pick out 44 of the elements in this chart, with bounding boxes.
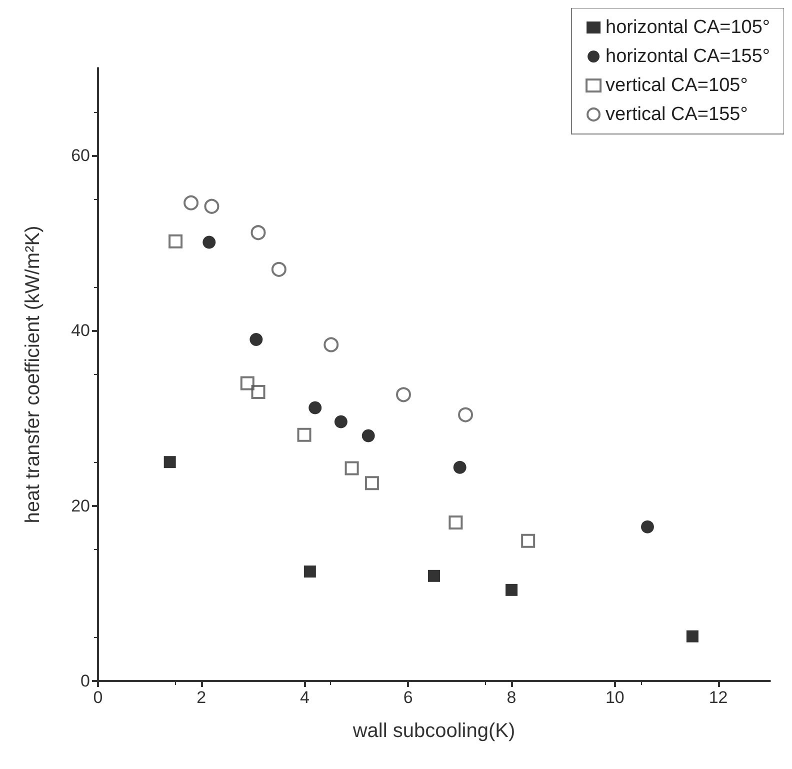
- point: [308, 401, 322, 414]
- point: [304, 566, 316, 578]
- y-tick-label: 40: [71, 321, 90, 340]
- point: [396, 387, 411, 402]
- point: [362, 429, 375, 442]
- y-axis-title: heat transfer coefficient (kW/m²K): [22, 226, 44, 524]
- y-tick-label: 60: [71, 146, 90, 166]
- point: [458, 407, 474, 422]
- legend-label: vertical CA=105°: [606, 75, 748, 96]
- point: [364, 476, 379, 490]
- point: [428, 570, 440, 582]
- point: [271, 262, 286, 277]
- x-tick-label: 12: [708, 688, 728, 707]
- x-tick-label: 6: [403, 688, 413, 707]
- y-tick-label: 0: [80, 672, 90, 690]
- point: [251, 385, 266, 400]
- point: [521, 534, 536, 548]
- point: [641, 520, 654, 534]
- point: [184, 195, 199, 210]
- point: [686, 630, 698, 642]
- point: [240, 376, 254, 390]
- y-tick-label: 20: [71, 496, 90, 516]
- x-tick-label: 10: [605, 688, 624, 707]
- x-tick-label: 8: [506, 688, 516, 707]
- point: [324, 337, 339, 352]
- point: [164, 456, 176, 468]
- legend-label: vertical CA=155°: [606, 104, 748, 125]
- point: [204, 198, 220, 214]
- point: [250, 332, 263, 346]
- x-tick-label: 4: [300, 688, 310, 707]
- x-tick-label: 0: [93, 688, 103, 707]
- point: [344, 461, 359, 476]
- point: [448, 515, 463, 530]
- point: [297, 428, 312, 442]
- point: [453, 460, 466, 474]
- legend-label: horizontal CA=155°: [606, 46, 770, 67]
- point: [334, 415, 348, 428]
- x-tick-label: 2: [196, 688, 206, 707]
- point: [202, 236, 216, 249]
- legend-label: horizontal CA=105°: [606, 17, 770, 38]
- point: [506, 584, 518, 596]
- point: [250, 225, 266, 240]
- point: [168, 234, 183, 248]
- x-axis-title: wall subcooling(K): [352, 720, 516, 742]
